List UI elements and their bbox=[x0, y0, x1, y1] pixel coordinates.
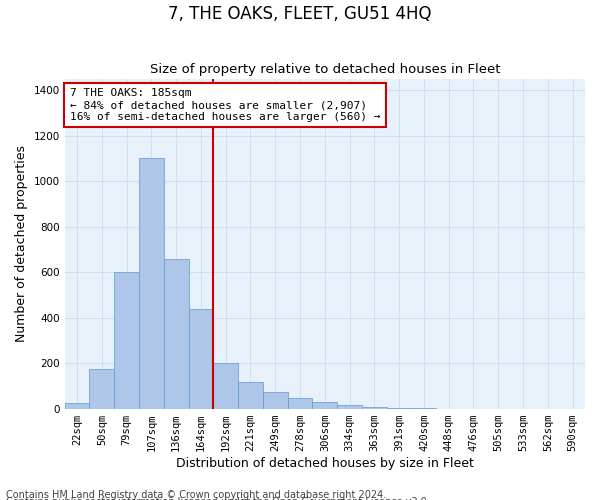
Bar bbox=[412, 408, 436, 409]
Bar bbox=[387, 408, 412, 409]
Bar bbox=[214, 364, 238, 409]
Bar bbox=[188, 309, 214, 409]
Bar bbox=[238, 382, 263, 409]
X-axis label: Distribution of detached houses by size in Fleet: Distribution of detached houses by size … bbox=[176, 457, 474, 470]
Bar bbox=[114, 272, 139, 409]
Text: Contains HM Land Registry data © Crown copyright and database right 2024.: Contains HM Land Registry data © Crown c… bbox=[6, 490, 386, 500]
Bar bbox=[287, 398, 313, 409]
Text: 7 THE OAKS: 185sqm
← 84% of detached houses are smaller (2,907)
16% of semi-deta: 7 THE OAKS: 185sqm ← 84% of detached hou… bbox=[70, 88, 380, 122]
Bar bbox=[89, 369, 114, 409]
Bar bbox=[65, 404, 89, 409]
Bar bbox=[362, 407, 387, 409]
Text: 7, THE OAKS, FLEET, GU51 4HQ: 7, THE OAKS, FLEET, GU51 4HQ bbox=[168, 5, 432, 23]
Bar bbox=[139, 158, 164, 409]
Title: Size of property relative to detached houses in Fleet: Size of property relative to detached ho… bbox=[149, 63, 500, 76]
Text: Contains public sector information licensed under the Open Government Licence v3: Contains public sector information licen… bbox=[6, 497, 430, 500]
Bar bbox=[263, 392, 287, 409]
Bar bbox=[164, 258, 188, 409]
Y-axis label: Number of detached properties: Number of detached properties bbox=[15, 146, 28, 342]
Bar bbox=[337, 404, 362, 409]
Bar bbox=[313, 402, 337, 409]
